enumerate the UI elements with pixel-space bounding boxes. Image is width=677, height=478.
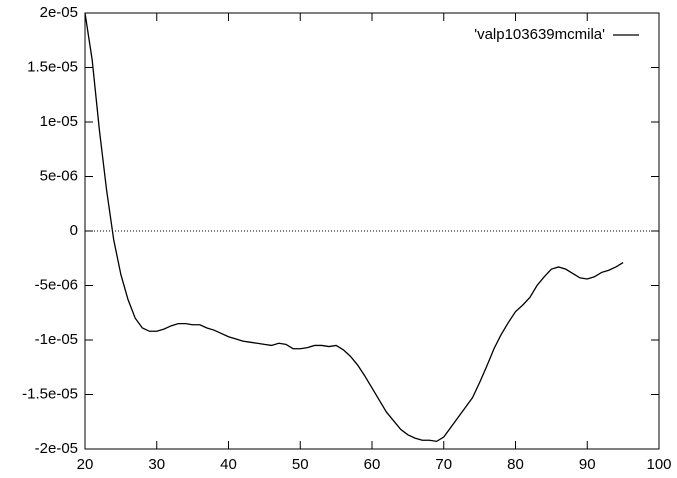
y-tick-label: -1.5e-05 bbox=[22, 385, 78, 402]
plot-frame bbox=[84, 12, 660, 450]
x-tick-label: 70 bbox=[435, 456, 452, 473]
y-tick-label: 5e-06 bbox=[40, 167, 78, 184]
x-tick-label: 50 bbox=[292, 456, 309, 473]
x-tick-label: 60 bbox=[364, 456, 381, 473]
y-tick-label: 0 bbox=[70, 222, 78, 239]
y-tick-label: -2e-05 bbox=[35, 440, 78, 457]
x-tick-label: 40 bbox=[220, 456, 237, 473]
x-tick-label: 90 bbox=[579, 456, 596, 473]
legend-label: 'valp103639mcmila' bbox=[474, 26, 605, 43]
x-tick-label: 100 bbox=[646, 456, 671, 473]
x-tick-label: 80 bbox=[507, 456, 524, 473]
y-tick-label: -1e-05 bbox=[35, 331, 78, 348]
y-tick-label: 1.5e-05 bbox=[27, 58, 78, 75]
x-tick-label: 30 bbox=[148, 456, 165, 473]
y-tick-label: 1e-05 bbox=[40, 113, 78, 130]
data-line bbox=[84, 12, 624, 443]
y-tick-label: -5e-06 bbox=[35, 276, 78, 293]
y-tick-label: 2e-05 bbox=[40, 4, 78, 21]
x-tick-label: 20 bbox=[77, 456, 94, 473]
